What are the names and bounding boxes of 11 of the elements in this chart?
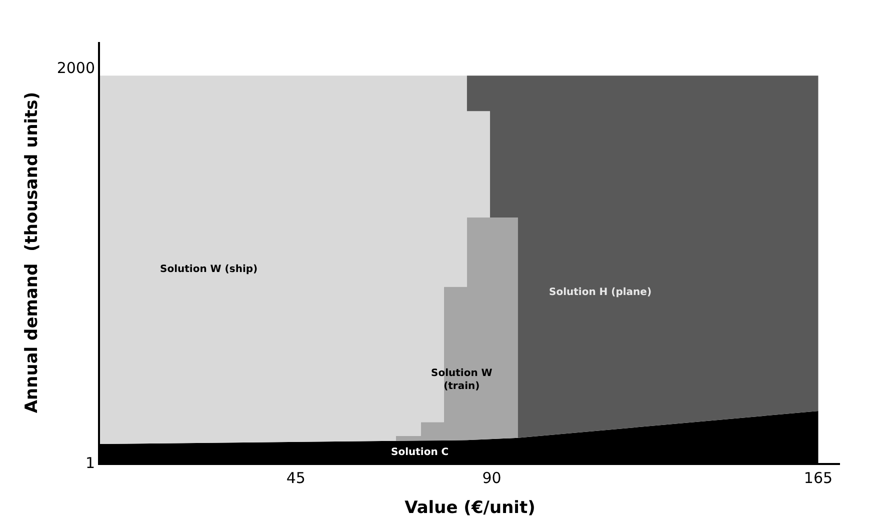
x-tick-label: 165 [804, 469, 833, 487]
annotation: Solution W (train) [431, 368, 492, 392]
x-tick-label: 90 [482, 469, 502, 487]
annotation: Solution H (plane) [549, 287, 652, 298]
y-tick-label: 1 [85, 454, 95, 472]
annotation: Solution C [391, 447, 449, 458]
annotation: Solution W (ship) [160, 264, 258, 275]
x-axis-title: Value (€/unit) [404, 498, 536, 518]
y-tick-label: 2000 [56, 58, 95, 77]
x-tick-label: 45 [286, 469, 306, 487]
y-axis-title: Annual demand (thousand units) [22, 92, 42, 414]
